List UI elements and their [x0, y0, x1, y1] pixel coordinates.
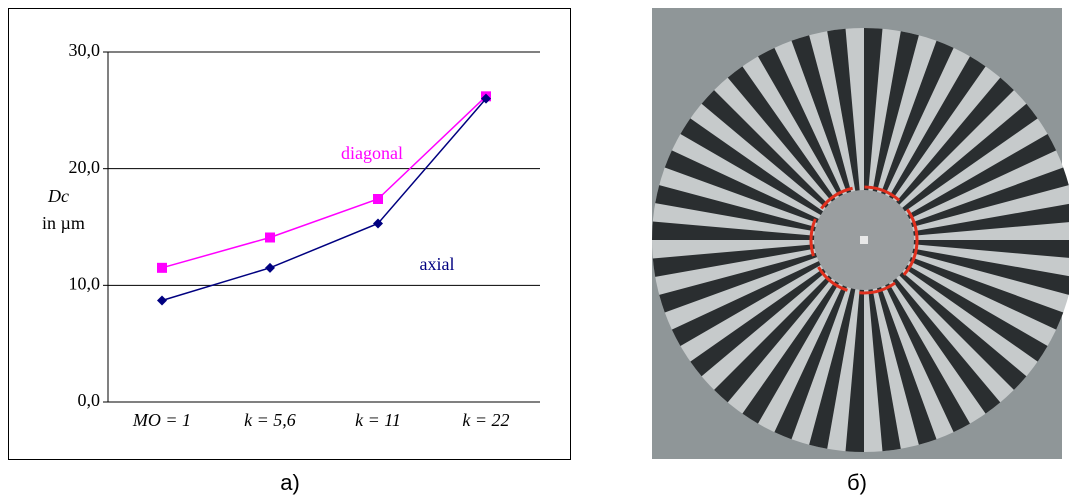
marker	[373, 194, 383, 204]
x-tick-label: k = 22	[462, 410, 509, 430]
figure: а) б) 0,0 10,0 20,0 30,0 Dc in µm MO = 1 k = 5,…	[0, 0, 1069, 499]
panel-label: а)	[280, 470, 300, 495]
siemens-star-photo	[652, 8, 1069, 459]
y-tick-label: 10,0	[69, 273, 101, 293]
panel-label: б)	[847, 470, 867, 495]
x-tick-label: MO = 1	[132, 410, 191, 430]
marker	[157, 263, 167, 273]
y-tick-label: 30,0	[69, 40, 101, 60]
center-dot	[860, 236, 868, 244]
x-tick-label: k = 5,6	[244, 410, 296, 430]
y-tick-label: 0,0	[78, 390, 101, 410]
x-tick-label: k = 11	[355, 410, 401, 430]
y-tick-label: 20,0	[69, 157, 101, 177]
y-axis-label: in µm	[42, 213, 85, 233]
marker	[265, 233, 275, 243]
series-label: diagonal	[341, 143, 403, 163]
y-axis-label: Dc	[47, 186, 69, 206]
series-label: axial	[420, 254, 455, 274]
